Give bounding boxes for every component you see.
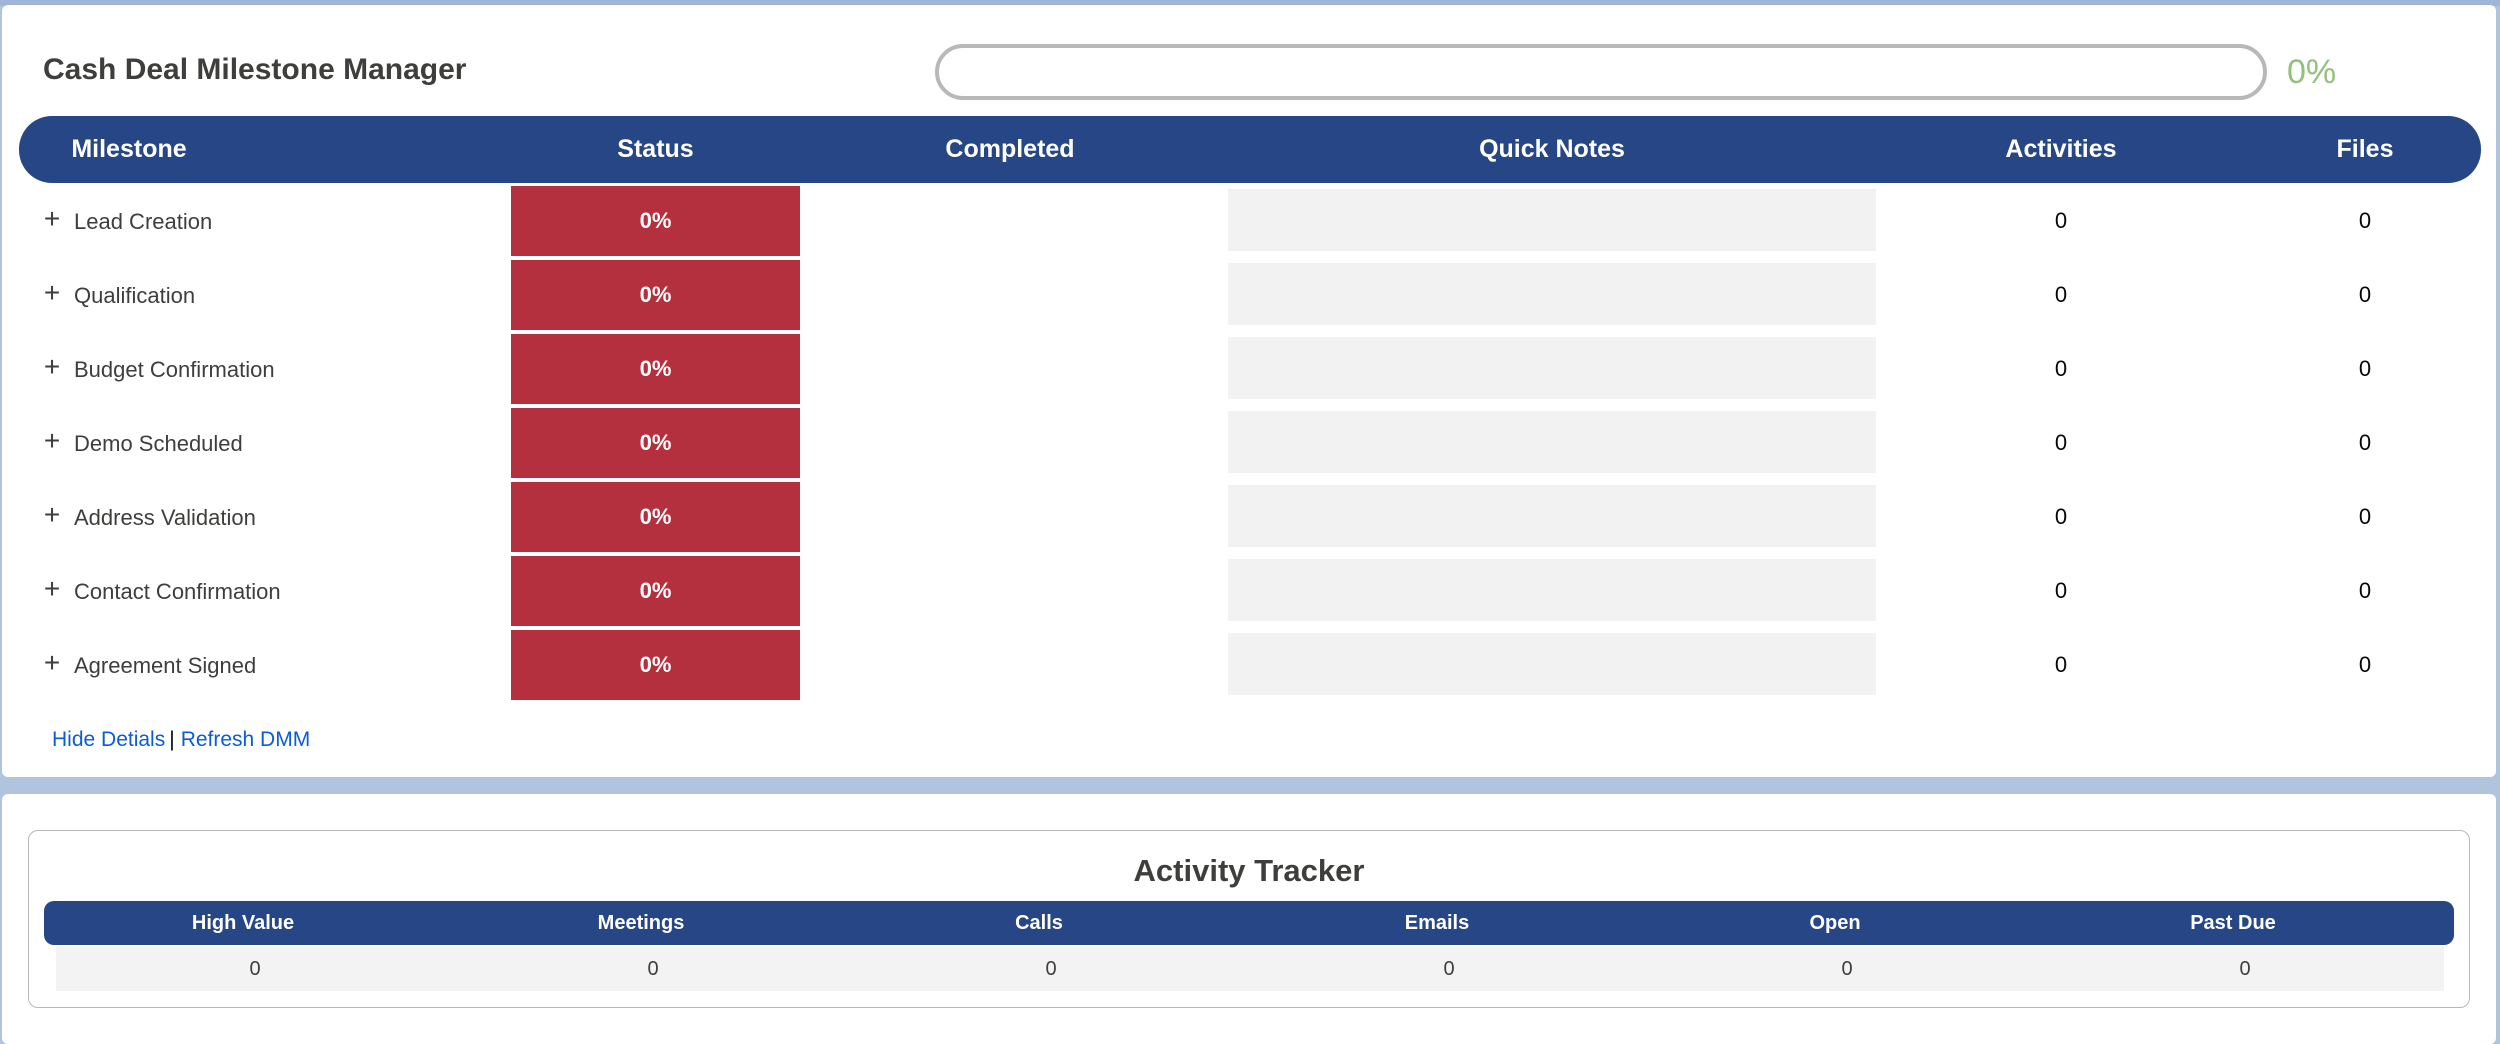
activities-count: 0 (2054, 282, 2068, 307)
activity-tracker-header: High Value Meetings Calls Emails Open Pa… (44, 901, 2454, 945)
files-count: 0 (2358, 356, 2372, 381)
col-files: Files (2336, 135, 2394, 163)
files-count: 0 (2358, 208, 2372, 233)
expand-icon[interactable]: + (43, 425, 61, 456)
footer-links: Hide Detials | Refresh DMM (52, 728, 310, 752)
table-row: + Demo Scheduled 0% 0 0 (2, 408, 2496, 482)
activities-count: 0 (2054, 208, 2068, 233)
quick-notes-input[interactable] (1228, 559, 1876, 621)
col-open: Open (1809, 912, 1861, 934)
quick-notes-input[interactable] (1228, 337, 1876, 399)
expand-icon[interactable]: + (43, 203, 61, 234)
activities-count: 0 (2054, 504, 2068, 529)
col-activities: Activities (2005, 135, 2117, 163)
files-count: 0 (2358, 504, 2372, 529)
col-past-due: Past Due (2190, 912, 2276, 934)
table-row: + Agreement Signed 0% 0 0 (2, 630, 2496, 704)
status-badge: 0% (511, 482, 800, 552)
top-strip (0, 0, 2500, 6)
high-value-count: 0 (249, 958, 261, 980)
files-count: 0 (2358, 430, 2372, 455)
status-badge: 0% (511, 186, 800, 256)
activity-tracker-card: Activity Tracker High Value Meetings Cal… (2, 794, 2496, 1044)
activities-count: 0 (2054, 356, 2068, 381)
expand-icon[interactable]: + (43, 351, 61, 382)
hide-details-link[interactable]: Hide Detials (52, 728, 166, 751)
table-row: + Lead Creation 0% 0 0 (2, 186, 2496, 260)
link-separator: | (169, 728, 175, 751)
quick-notes-input[interactable] (1228, 411, 1876, 473)
table-row: + Qualification 0% 0 0 (2, 260, 2496, 334)
milestone-name: Budget Confirmation (74, 357, 275, 382)
activities-count: 0 (2054, 578, 2068, 603)
milestone-table-header: Milestone Status Completed Quick Notes A… (19, 116, 2481, 183)
col-completed: Completed (945, 135, 1075, 163)
milestone-name: Agreement Signed (74, 653, 257, 678)
milestone-name: Address Validation (74, 505, 256, 530)
files-count: 0 (2358, 578, 2372, 603)
quick-notes-input[interactable] (1228, 633, 1876, 695)
past-due-count: 0 (2239, 958, 2251, 980)
status-badge: 0% (511, 556, 800, 626)
milestone-name: Lead Creation (74, 209, 213, 234)
quick-notes-input[interactable] (1228, 263, 1876, 325)
activity-tracker-panel: Activity Tracker High Value Meetings Cal… (28, 830, 2470, 1008)
activity-tracker-row: 0 0 0 0 0 0 (56, 947, 2444, 991)
files-count: 0 (2358, 652, 2372, 677)
quick-notes-input[interactable] (1228, 189, 1876, 251)
refresh-dmm-link[interactable]: Refresh DMM (180, 728, 311, 751)
milestone-name: Qualification (74, 283, 196, 308)
col-emails: Emails (1404, 912, 1470, 934)
col-high-value: High Value (191, 912, 295, 934)
col-calls: Calls (1015, 912, 1063, 934)
table-row: + Budget Confirmation 0% 0 0 (2, 334, 2496, 408)
status-badge: 0% (511, 260, 800, 330)
col-status: Status (617, 135, 694, 163)
expand-icon[interactable]: + (43, 573, 61, 604)
milestone-rows: + Lead Creation 0% 0 0 + Qualification 0… (2, 186, 2496, 704)
progress-percent: 0% (2287, 53, 2337, 91)
calls-count: 0 (1045, 958, 1057, 980)
open-count: 0 (1841, 958, 1853, 980)
expand-icon[interactable]: + (43, 277, 61, 308)
table-row: + Address Validation 0% 0 0 (2, 482, 2496, 556)
meetings-count: 0 (647, 958, 659, 980)
status-badge: 0% (511, 334, 800, 404)
files-count: 0 (2358, 282, 2372, 307)
expand-icon[interactable]: + (43, 647, 61, 678)
milestone-manager-card: Cash Deal Milestone Manager 0% Milestone… (2, 5, 2496, 777)
expand-icon[interactable]: + (43, 499, 61, 530)
table-row: + Contact Confirmation 0% 0 0 (2, 556, 2496, 630)
overall-progress-bar (935, 44, 2267, 100)
quick-notes-input[interactable] (1228, 485, 1876, 547)
col-meetings: Meetings (597, 912, 685, 934)
col-quick-notes: Quick Notes (1479, 135, 1625, 163)
activities-count: 0 (2054, 430, 2068, 455)
status-badge: 0% (511, 630, 800, 700)
milestone-name: Contact Confirmation (74, 579, 281, 604)
activity-tracker-title: Activity Tracker (1133, 853, 1365, 888)
status-badge: 0% (511, 408, 800, 478)
activities-count: 0 (2054, 652, 2068, 677)
col-milestone: Milestone (71, 135, 187, 163)
milestone-name: Demo Scheduled (74, 431, 243, 456)
emails-count: 0 (1443, 958, 1455, 980)
page-title: Cash Deal Milestone Manager (43, 53, 467, 86)
